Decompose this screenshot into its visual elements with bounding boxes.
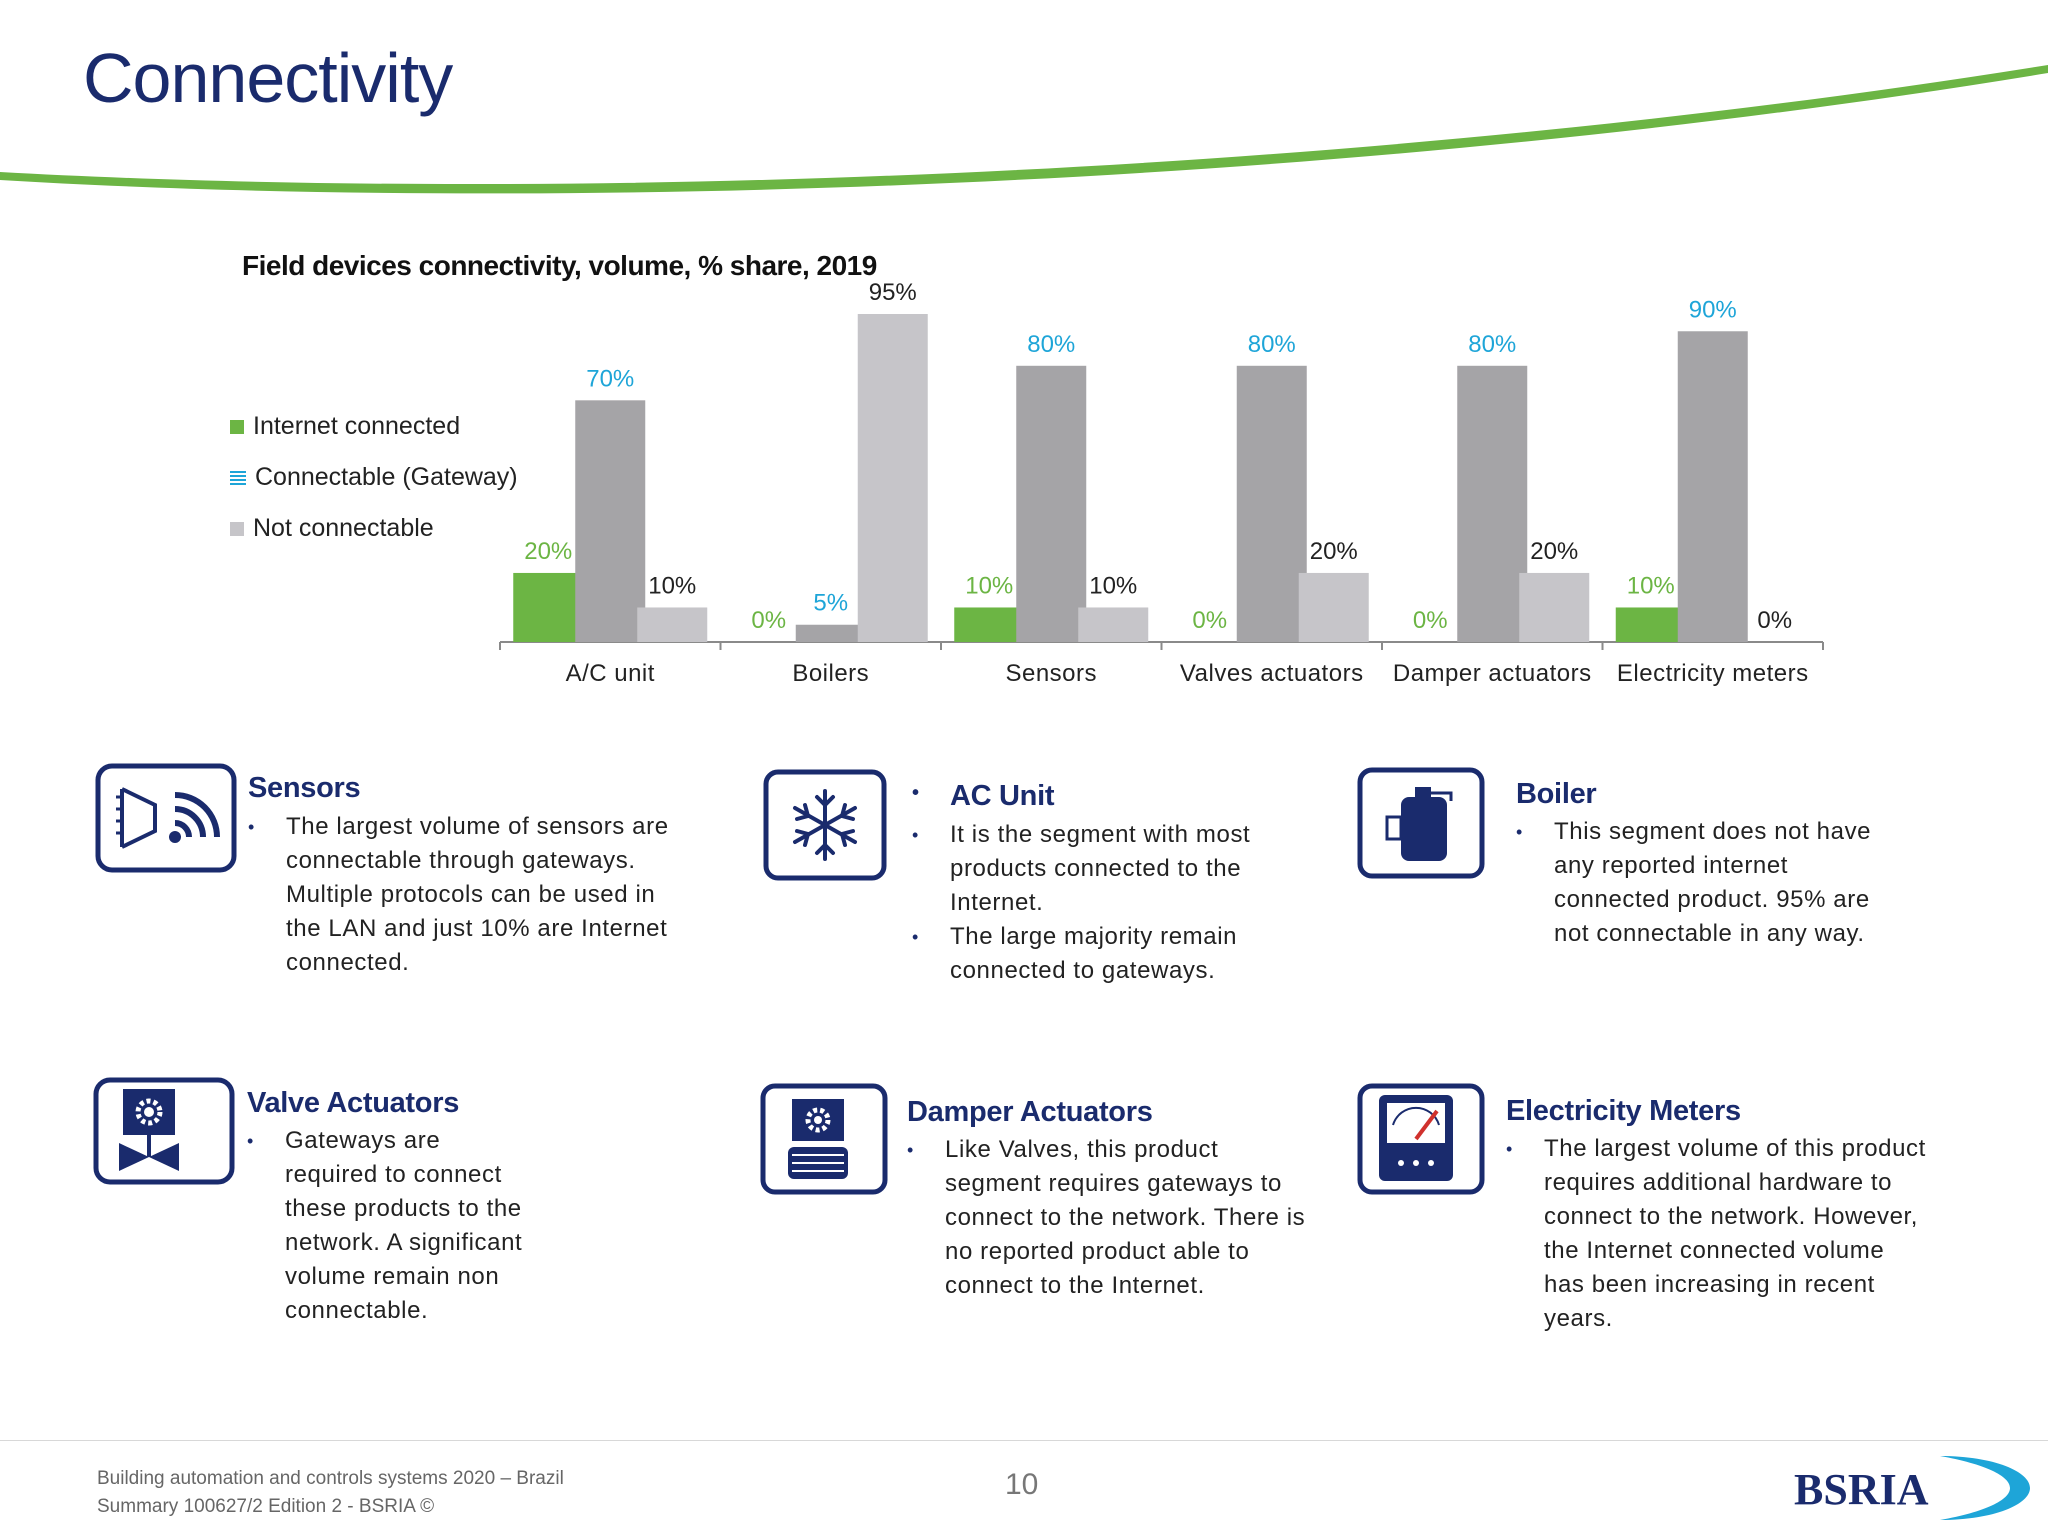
footer-line-1: Building automation and controls systems… [97, 1468, 564, 1489]
data-label: 20% [524, 538, 572, 565]
legend-label-internet: Internet connected [253, 412, 461, 440]
card-title-boiler: Boiler [1516, 778, 1597, 810]
bar-not-connectable [1519, 572, 1590, 642]
card-list-electricity-meters: The largest volume of this product requi… [1506, 1132, 1926, 1336]
footer-line-2: Summary 100627/2 Edition 2 - BSRIA © [97, 1496, 435, 1517]
bar-not-connectable [1298, 572, 1369, 642]
data-label: 0% [1192, 607, 1227, 634]
card-title-damper-actuators: Damper Actuators [907, 1096, 1153, 1128]
bar-gateway [1457, 365, 1528, 642]
data-label: 0% [1413, 607, 1448, 634]
page-title: Connectivity [83, 39, 453, 117]
boiler-icon [1357, 767, 1485, 879]
bsria-logo: BSRIA [1794, 1456, 2030, 1520]
bar-internet [954, 607, 1025, 642]
bar-gateway [575, 400, 646, 642]
legend-swatch-gateway [230, 470, 246, 485]
bullet-marker: • [912, 782, 919, 804]
green-swoosh-decoration [0, 65, 2048, 194]
chart-title: Field devices connectivity, volume, % sh… [242, 250, 877, 281]
card-list-boiler: This segment does not have any reported … [1516, 815, 1896, 951]
card-title-ac-unit: • AC Unit [912, 780, 1055, 813]
legend-item-not-connectable: Not connectable [230, 514, 434, 543]
x-tick-label: Electricity meters [1617, 660, 1809, 687]
bar-chart: A/C unit20%70%10%Boilers0%5%95%Sensors10… [499, 279, 1824, 687]
data-label: 0% [751, 607, 786, 634]
bar-internet [1615, 607, 1686, 642]
data-label: 10% [1627, 572, 1675, 599]
legend-item-gateway: Connectable (Gateway) [230, 463, 518, 492]
data-label: 5% [813, 590, 848, 617]
card-bullet: Gateways are required to connect these p… [247, 1124, 537, 1328]
x-tick-label: Sensors [1005, 660, 1097, 687]
card-bullet: Like Valves, this product segment requir… [907, 1133, 1307, 1303]
bar-not-connectable [857, 314, 928, 642]
snowflake-icon [763, 769, 887, 881]
data-label: 95% [869, 279, 917, 306]
bar-gateway [1016, 365, 1087, 642]
bsria-logo-text: BSRIA [1794, 1465, 1929, 1514]
data-label: 80% [1468, 331, 1516, 358]
legend-label-gateway: Connectable (Gateway) [255, 463, 518, 491]
data-label: 10% [1089, 572, 1137, 599]
bar-not-connectable [1078, 607, 1149, 642]
bar-not-connectable [637, 607, 708, 642]
x-tick-label: Damper actuators [1393, 660, 1592, 687]
card-title-sensors: Sensors [248, 772, 361, 804]
data-label: 10% [965, 572, 1013, 599]
bar-internet [513, 572, 584, 642]
legend-swatch-not-connectable [230, 521, 244, 536]
card-list-valve-actuators: Gateways are required to connect these p… [247, 1124, 537, 1328]
x-tick-label: A/C unit [566, 660, 655, 687]
card-title-valve-actuators: Valve Actuators [247, 1087, 460, 1119]
bar-gateway [1236, 365, 1307, 642]
damper-actuator-icon [760, 1083, 888, 1195]
card-bullet: The large majority remain connected to g… [912, 920, 1302, 988]
data-label: 80% [1248, 331, 1296, 358]
footer-divider [0, 1440, 2048, 1441]
page-number: 10 [1005, 1468, 1039, 1501]
card-bullet: The largest volume of this product requi… [1506, 1132, 1926, 1336]
card-bullet: The largest volume of sensors are connec… [248, 810, 693, 980]
x-tick-label: Boilers [792, 660, 869, 687]
card-bullet: It is the segment with most products con… [912, 818, 1302, 920]
data-label: 0% [1757, 607, 1792, 634]
data-label: 10% [648, 572, 696, 599]
data-label: 20% [1310, 538, 1358, 565]
legend-swatch-internet [230, 419, 244, 434]
electricity-meter-icon [1357, 1083, 1485, 1195]
valve-actuator-icon [93, 1077, 235, 1185]
card-list-ac-unit: It is the segment with most products con… [912, 818, 1302, 988]
bar-gateway [795, 624, 866, 642]
x-tick-label: Valves actuators [1180, 660, 1364, 687]
card-title-electricity-meters: Electricity Meters [1506, 1095, 1741, 1127]
data-label: 80% [1027, 331, 1075, 358]
card-list-damper-actuators: Like Valves, this product segment requir… [907, 1133, 1307, 1303]
data-label: 90% [1689, 296, 1737, 323]
data-label: 70% [586, 365, 634, 392]
card-title-ac-unit-text: AC Unit [950, 780, 1055, 812]
sensor-wifi-icon [95, 763, 237, 873]
card-list-sensors: The largest volume of sensors are connec… [248, 810, 693, 980]
swoosh-path [0, 65, 2048, 194]
legend-item-internet: Internet connected [230, 412, 460, 441]
data-label: 20% [1530, 538, 1578, 565]
legend-label-not-connectable: Not connectable [253, 514, 434, 542]
bar-gateway [1677, 331, 1748, 642]
card-bullet: This segment does not have any reported … [1516, 815, 1896, 951]
